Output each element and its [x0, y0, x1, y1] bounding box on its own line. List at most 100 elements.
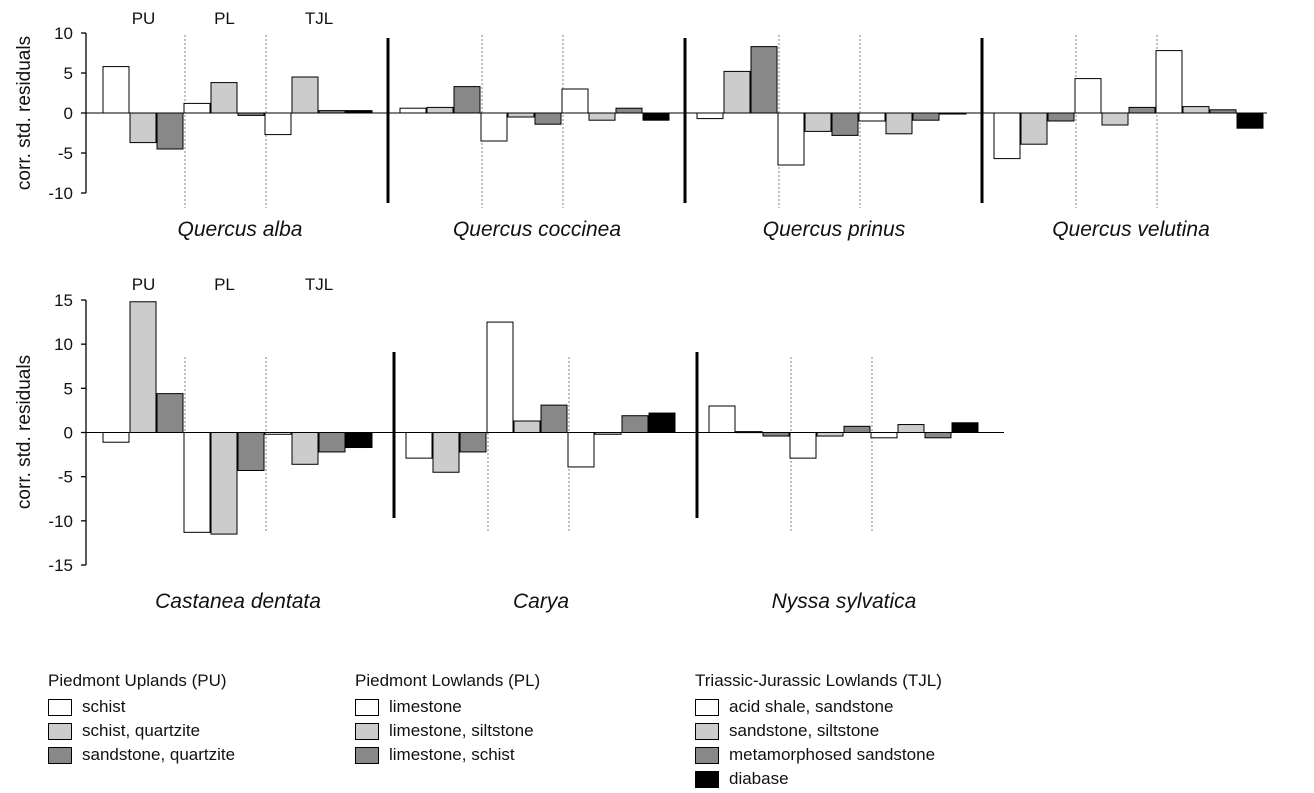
- bar: [816, 432, 844, 437]
- species-label: Castanea dentata: [155, 590, 321, 613]
- y-tick-label: 0: [64, 424, 73, 443]
- bar: [615, 107, 643, 114]
- group-label: TJL: [305, 9, 333, 28]
- legend-swatch: [695, 770, 719, 788]
- legend-label: acid shale, sandstone: [729, 697, 894, 716]
- bar: [513, 420, 541, 433]
- bar: [750, 46, 778, 114]
- bar: [924, 432, 952, 439]
- bar: [708, 405, 736, 433]
- bar: [621, 415, 649, 434]
- bar: [291, 76, 319, 114]
- legend-label: metamorphosed sandstone: [729, 745, 936, 764]
- y-tick-label: 15: [54, 291, 73, 310]
- legend-label: limestone, siltstone: [389, 721, 534, 740]
- bar: [291, 432, 319, 465]
- legend-pl: Piedmont Lowlands (PL) limestone limesto…: [355, 671, 540, 767]
- bar: [1182, 106, 1210, 114]
- bar: [885, 112, 913, 135]
- bar: [897, 424, 925, 433]
- species-label: Quercus coccinea: [453, 218, 621, 241]
- bar: [129, 301, 157, 433]
- legend-swatch: [48, 698, 72, 716]
- legend-label: limestone, schist: [389, 745, 515, 764]
- bar: [1101, 112, 1129, 126]
- legend-swatch: [355, 746, 379, 764]
- bar: [345, 110, 373, 114]
- legend-swatch: [48, 746, 72, 764]
- bar: [405, 432, 433, 459]
- legend-item: sandstone, quartzite: [48, 743, 235, 767]
- legend-title-pl: Piedmont Lowlands (PL): [355, 671, 541, 690]
- legend-title-tjl: Triassic-Jurassic Lowlands (TJL): [695, 671, 942, 690]
- y-tick-label: 10: [54, 335, 73, 354]
- y-tick-label: 0: [64, 104, 73, 123]
- group-label: PL: [214, 275, 235, 294]
- legend-item: schist, quartzite: [48, 719, 235, 743]
- bar: [156, 393, 184, 433]
- bar: [804, 112, 832, 132]
- y-tick-label: 5: [64, 379, 73, 398]
- bar: [540, 404, 568, 434]
- bar: [1047, 112, 1075, 122]
- legend-tjl: Triassic-Jurassic Lowlands (TJL) acid sh…: [695, 671, 942, 791]
- bar: [237, 432, 265, 471]
- y-tick-label: -10: [48, 512, 73, 531]
- bar: [642, 112, 670, 121]
- bar: [399, 107, 427, 114]
- bar: [210, 432, 238, 535]
- legend-swatch: [355, 698, 379, 716]
- y-tick-label: -10: [48, 184, 73, 203]
- bar: [696, 112, 724, 120]
- legend-label: schist: [82, 697, 126, 716]
- bar: [723, 70, 751, 114]
- legend-swatch: [695, 698, 719, 716]
- bar: [318, 110, 346, 114]
- legend-swatch: [48, 722, 72, 740]
- legend-label: sandstone, siltstone: [729, 721, 880, 740]
- legend-item: limestone: [355, 695, 540, 719]
- bar: [486, 321, 514, 434]
- species-label: Nyssa sylvatica: [772, 590, 917, 613]
- bar: [480, 112, 508, 142]
- bar: [1155, 50, 1183, 114]
- bar: [735, 431, 763, 434]
- bar: [102, 432, 130, 443]
- y-axis-label: corr. std. residuals: [14, 36, 35, 190]
- bar: [453, 86, 481, 114]
- bar: [831, 112, 859, 136]
- bar: [762, 432, 790, 437]
- bar: [648, 412, 676, 434]
- legend-item: schist: [48, 695, 235, 719]
- bar: [1128, 106, 1156, 114]
- legend-swatch: [695, 746, 719, 764]
- y-tick-label: 5: [64, 64, 73, 83]
- bar: [426, 106, 454, 114]
- bar: [777, 112, 805, 166]
- bar: [561, 88, 589, 114]
- bar: [264, 432, 292, 435]
- bar: [318, 432, 346, 453]
- bar: [588, 112, 616, 121]
- legend-label: diabase: [729, 769, 789, 788]
- y-tick-label: -5: [58, 468, 73, 487]
- bar: [345, 432, 373, 449]
- bar: [210, 82, 238, 114]
- bar: [1236, 112, 1264, 129]
- group-label: TJL: [305, 275, 333, 294]
- bar: [129, 112, 157, 144]
- legend-pu: Piedmont Uplands (PU) schist schist, qua…: [48, 671, 235, 767]
- bar: [459, 432, 487, 453]
- legend-title-pu: Piedmont Uplands (PU): [48, 671, 227, 690]
- bar: [951, 422, 979, 433]
- bar: [237, 112, 265, 116]
- legend-item: sandstone, siltstone: [695, 719, 942, 743]
- bar: [156, 112, 184, 150]
- bar: [594, 432, 622, 435]
- y-tick-label: -15: [48, 556, 73, 575]
- species-label: Quercus alba: [178, 218, 303, 241]
- legend-label: schist, quartzite: [82, 721, 201, 740]
- bar: [264, 112, 292, 136]
- legend-swatch: [695, 722, 719, 740]
